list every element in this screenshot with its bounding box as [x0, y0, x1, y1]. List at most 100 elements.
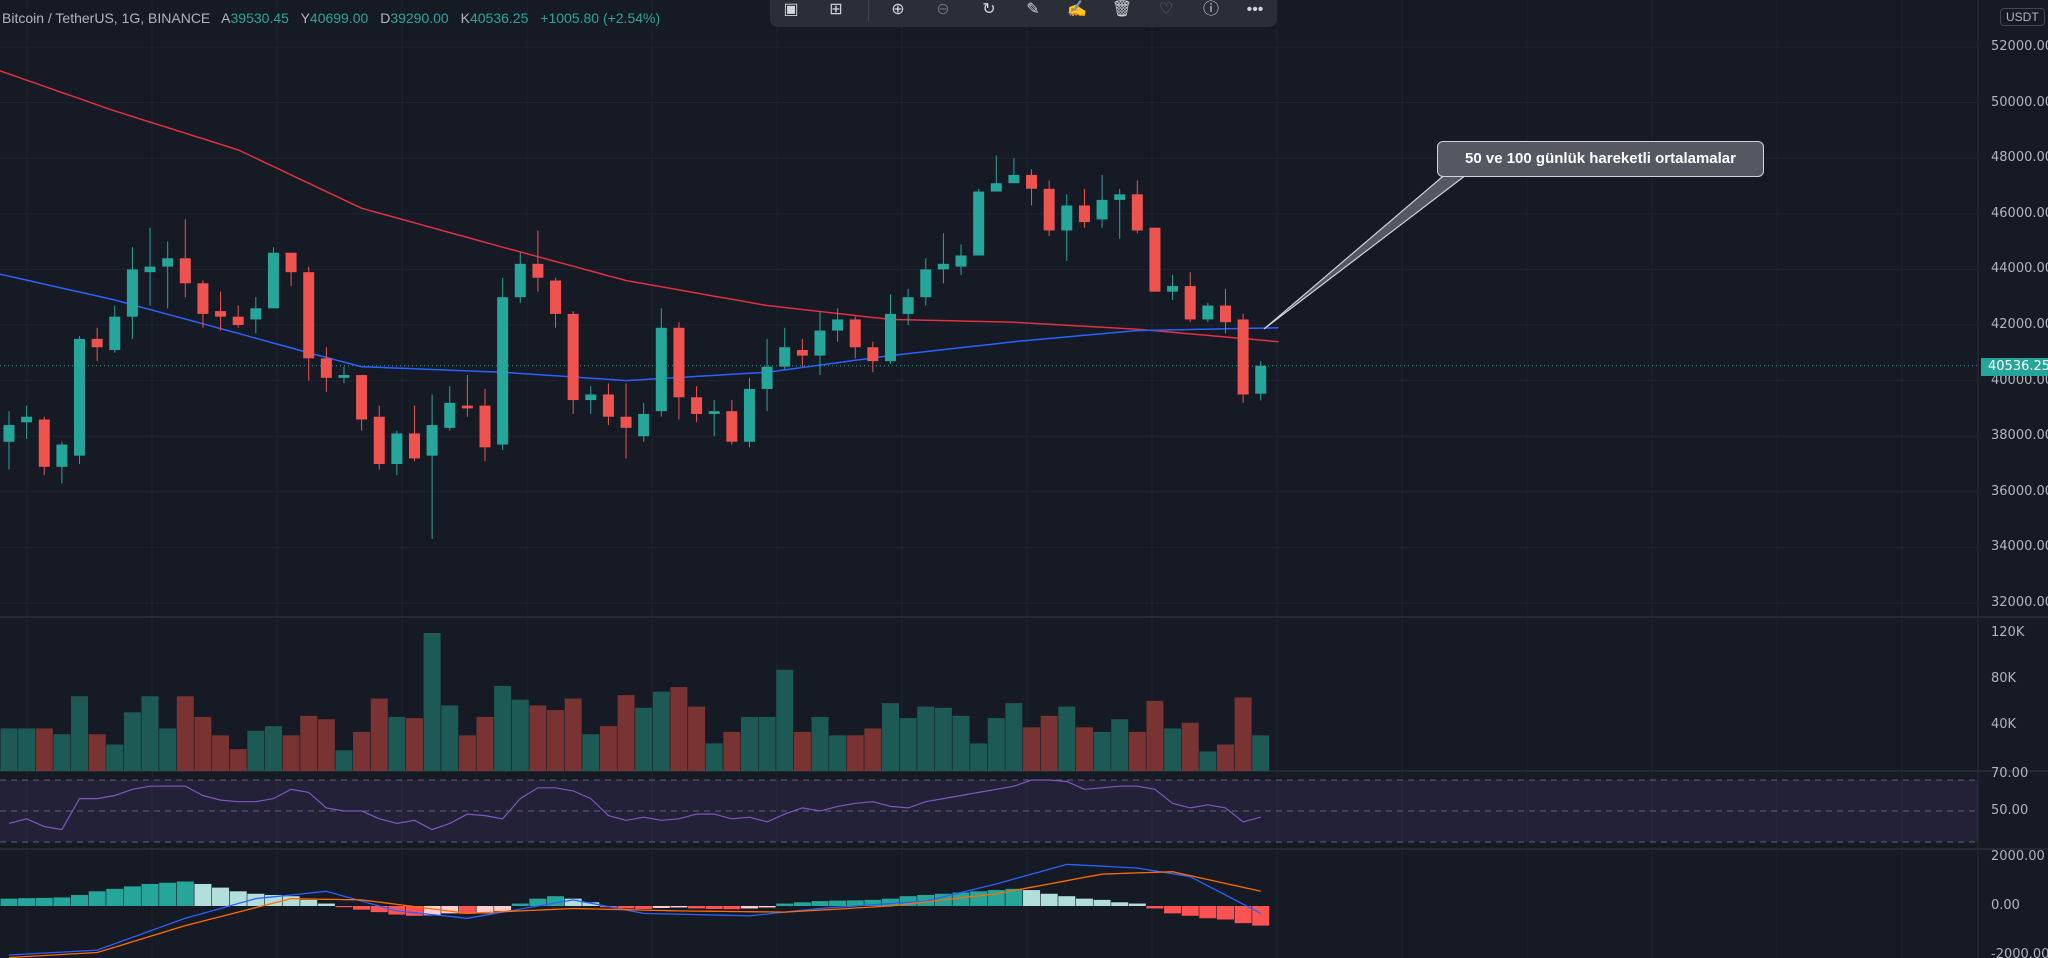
candle-body	[867, 347, 879, 362]
candle	[74, 336, 86, 464]
volume-bar	[388, 716, 406, 771]
candle-body	[638, 413, 650, 437]
volume-bar	[71, 696, 89, 771]
candle	[867, 341, 879, 373]
candle-body	[56, 444, 68, 467]
candle-body	[1096, 199, 1108, 220]
volume-axis-label: 80K	[1991, 671, 2017, 686]
candle-body	[814, 330, 826, 356]
info-icon[interactable]: ⓘ	[1202, 1, 1219, 18]
volume-bar	[564, 698, 582, 771]
volume-bar	[123, 712, 141, 771]
ma100-line	[0, 70, 1279, 343]
candle	[761, 338, 773, 412]
macd-histogram-bar	[1093, 899, 1111, 906]
volume-bar	[1111, 719, 1129, 771]
macd-histogram-bar	[1181, 906, 1199, 916]
macd-histogram-bar	[547, 896, 565, 906]
screenshot-icon[interactable]: ▣	[783, 1, 799, 18]
volume-bar	[599, 726, 617, 771]
candle-body	[691, 397, 703, 414]
candle-body	[832, 319, 844, 331]
macd-axis-label: 2000.00	[1991, 849, 2045, 864]
candle	[267, 247, 279, 309]
layout-icon[interactable]: ⊞	[829, 1, 843, 18]
volume-bar	[899, 718, 917, 771]
candle	[197, 280, 209, 328]
candle-body	[444, 402, 456, 428]
volume-bar	[229, 749, 247, 771]
candle	[179, 219, 191, 298]
rsi-axis-label: 70.00	[1991, 766, 2029, 781]
macd-histogram-bar	[159, 882, 177, 906]
currency-button[interactable]: USDT	[2000, 8, 2045, 26]
zoom-out-icon[interactable]: ⊖	[936, 1, 950, 18]
high-value: 40699.00	[309, 10, 369, 26]
low-label: D	[380, 10, 391, 26]
macd-histogram-bar	[582, 902, 600, 906]
sign-icon[interactable]: ✍	[1067, 1, 1087, 18]
macd-histogram-bar	[35, 897, 53, 906]
macd-histogram-bar	[864, 899, 882, 906]
price-axis-label: 36000.00	[1991, 483, 2048, 499]
volume-bar	[53, 734, 71, 771]
candle	[91, 327, 103, 362]
more-icon[interactable]: •••	[1246, 1, 1264, 18]
callout-pointer	[1263, 171, 1472, 330]
candle-body	[1114, 194, 1126, 200]
replay-icon[interactable]: ↻	[982, 1, 996, 18]
candle	[1255, 361, 1267, 401]
annotation-callout[interactable]: 50 ve 100 günlük hareketli ortalamalar	[1437, 141, 1764, 177]
macd-histogram-bar	[652, 906, 670, 908]
macd-histogram-bar	[458, 906, 476, 914]
candle	[955, 244, 967, 275]
candle	[232, 305, 244, 328]
favorite-icon[interactable]: ♡	[1158, 1, 1174, 18]
candle	[1167, 274, 1179, 300]
macd-histogram-bar	[670, 906, 688, 908]
candle	[726, 400, 738, 445]
macd-histogram-bar	[1216, 906, 1234, 920]
volume-axis-label: 40K	[1991, 717, 2017, 732]
volume-bar	[1058, 706, 1076, 771]
volume-bar	[335, 750, 353, 771]
candle	[602, 383, 614, 426]
rsi-band	[0, 780, 1978, 842]
candle	[56, 441, 68, 484]
volume-bar	[1146, 700, 1164, 771]
candle-body	[973, 191, 985, 256]
volume-bar	[547, 710, 565, 771]
candle	[109, 305, 121, 353]
candle	[532, 230, 544, 292]
candle-body	[250, 308, 262, 320]
macd-histogram-bar	[740, 906, 758, 909]
volume-bar	[952, 715, 970, 771]
last-price-label: 40536.25	[1981, 358, 2048, 376]
candle-body	[1061, 205, 1073, 231]
volume-bar	[353, 731, 371, 771]
high-label: Y	[300, 10, 310, 26]
price-axis-label: 48000.00	[1991, 150, 2048, 166]
trash-icon[interactable]: 🗑	[1111, 1, 1133, 18]
candle	[215, 291, 227, 331]
candle-body	[1255, 365, 1267, 394]
symbol-title[interactable]: Bitcoin / TetherUS, 1G, BINANCE	[2, 10, 211, 26]
candle	[1149, 227, 1161, 292]
candle-body	[126, 269, 138, 317]
macd-histogram-bar	[529, 898, 547, 906]
open-value: 39530.45	[230, 10, 289, 26]
candle-body	[1219, 305, 1231, 323]
candle-body	[1149, 227, 1161, 292]
edit-drawing-icon[interactable]: ✎	[1026, 1, 1040, 18]
candle	[1114, 188, 1126, 239]
candle-body	[1026, 174, 1038, 189]
volume-bar	[1093, 731, 1111, 771]
candle	[144, 227, 156, 306]
macd-histogram-bar	[1111, 902, 1129, 906]
macd-axis-label: -2000.00	[1991, 947, 2048, 958]
candle-body	[1131, 194, 1143, 231]
macd-histogram-bar	[635, 906, 653, 909]
candle	[461, 375, 473, 417]
zoom-in-icon[interactable]: ⊕	[891, 1, 905, 18]
